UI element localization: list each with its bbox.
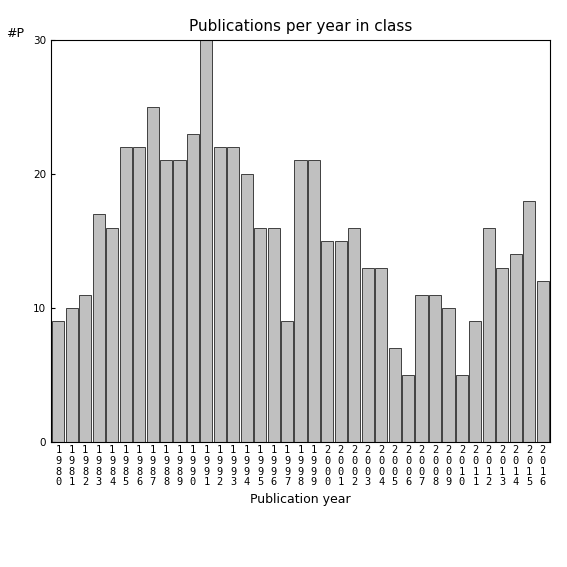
- Bar: [456, 375, 468, 442]
- Bar: [416, 295, 428, 442]
- Bar: [402, 375, 414, 442]
- Bar: [268, 227, 280, 442]
- Bar: [335, 241, 347, 442]
- Bar: [120, 147, 132, 442]
- Bar: [523, 201, 535, 442]
- X-axis label: Publication year: Publication year: [250, 493, 351, 506]
- Bar: [294, 160, 307, 442]
- Bar: [254, 227, 266, 442]
- Bar: [281, 321, 293, 442]
- Bar: [200, 40, 213, 442]
- Bar: [510, 255, 522, 442]
- Bar: [187, 134, 199, 442]
- Bar: [174, 160, 185, 442]
- Bar: [496, 268, 508, 442]
- Bar: [348, 227, 361, 442]
- Bar: [362, 268, 374, 442]
- Bar: [146, 107, 159, 442]
- Bar: [160, 160, 172, 442]
- Bar: [66, 308, 78, 442]
- Bar: [536, 281, 549, 442]
- Bar: [375, 268, 387, 442]
- Bar: [308, 160, 320, 442]
- Bar: [321, 241, 333, 442]
- Bar: [93, 214, 105, 442]
- Bar: [469, 321, 481, 442]
- Bar: [133, 147, 145, 442]
- Bar: [79, 295, 91, 442]
- Bar: [240, 174, 253, 442]
- Title: Publications per year in class: Publications per year in class: [189, 19, 412, 35]
- Bar: [52, 321, 65, 442]
- Bar: [227, 147, 239, 442]
- Bar: [388, 348, 401, 442]
- Bar: [442, 308, 455, 442]
- Text: #P: #P: [6, 27, 24, 40]
- Bar: [106, 227, 119, 442]
- Bar: [429, 295, 441, 442]
- Bar: [483, 227, 495, 442]
- Bar: [214, 147, 226, 442]
